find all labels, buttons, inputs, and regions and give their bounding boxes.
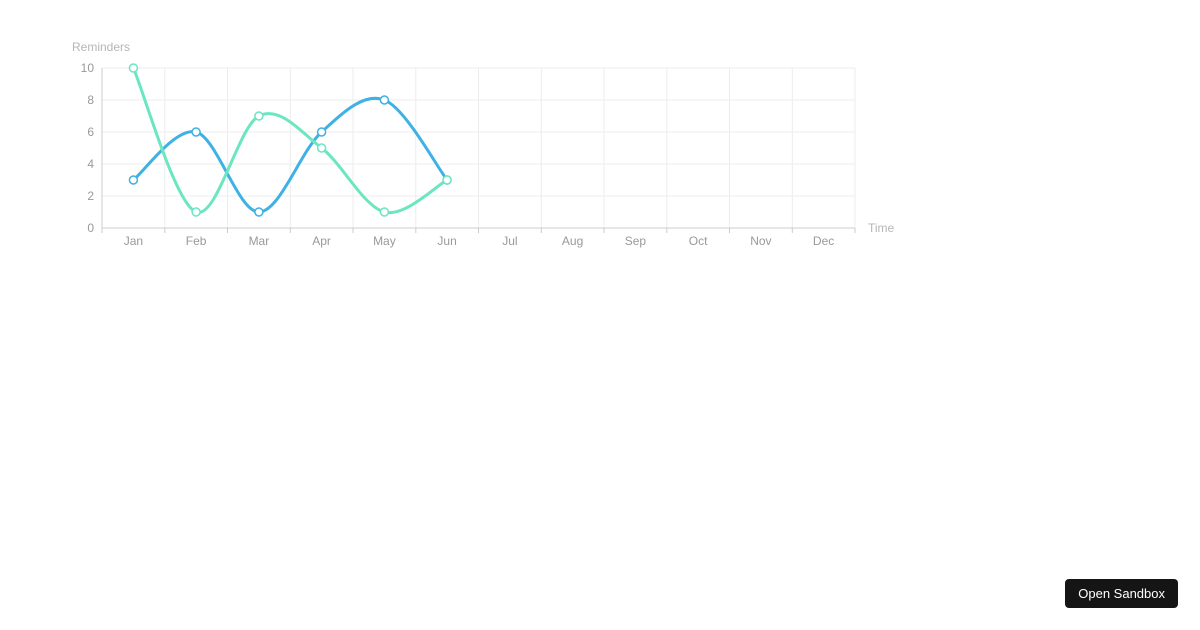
x-tick-label: Nov — [750, 234, 771, 248]
y-axis-name: Reminders — [72, 40, 130, 54]
x-tick-label: Aug — [562, 234, 583, 248]
y-tick-label: 4 — [87, 157, 94, 171]
data-point-green[interactable] — [442, 175, 452, 185]
data-point-blue[interactable] — [316, 127, 327, 137]
data-point-blue[interactable] — [128, 175, 139, 185]
data-point-blue[interactable] — [379, 95, 390, 105]
x-tick-label: Jan — [124, 234, 143, 248]
x-tick-label: May — [373, 234, 396, 248]
data-point-green[interactable] — [379, 207, 390, 217]
chart-canvas[interactable]: 0 2 4 6 8 10 Jan Feb Mar Apr May Jun Jul Aug Sep Oct Nov… — [0, 0, 960, 280]
y-tick-label: 10 — [81, 61, 95, 75]
y-tick-label: 8 — [87, 93, 94, 107]
x-tick-label: Oct — [689, 234, 708, 248]
data-point-blue[interactable] — [254, 207, 264, 217]
x-tick-label: Jul — [502, 234, 517, 248]
x-tick-label: Apr — [312, 234, 331, 248]
x-tick-label: Mar — [249, 234, 270, 248]
open-sandbox-button[interactable]: Open Sandbox — [1065, 579, 1178, 608]
x-tick-label: Feb — [186, 234, 207, 248]
y-tick-label: 6 — [87, 125, 94, 139]
x-tick-label: Jun — [437, 234, 456, 248]
x-axis-name: Time — [868, 221, 895, 235]
y-tick-label: 2 — [87, 189, 94, 203]
data-point-green[interactable] — [128, 63, 139, 73]
data-point-green[interactable] — [254, 111, 264, 121]
data-point-green[interactable] — [316, 143, 327, 153]
data-point-green[interactable] — [191, 207, 201, 217]
x-tick-label: Dec — [813, 234, 834, 248]
reminders-chart[interactable]: 0 2 4 6 8 10 Jan Feb Mar Apr May Jun Jul Aug Sep Oct Nov… — [0, 0, 960, 280]
y-tick-label: 0 — [87, 221, 94, 235]
data-point-blue[interactable] — [191, 127, 201, 137]
x-tick-label: Sep — [625, 234, 647, 248]
